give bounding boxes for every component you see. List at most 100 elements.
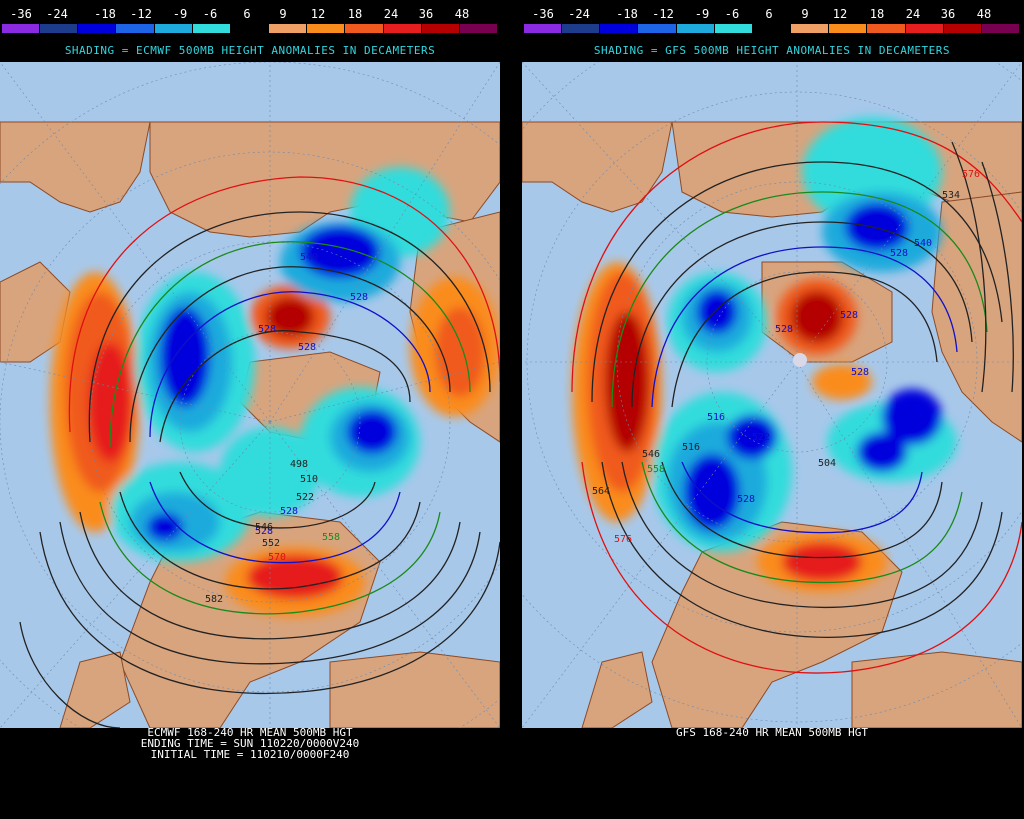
legend-label: 48 — [976, 7, 992, 21]
shading-title: SHADING = ECMWF 500MB HEIGHT ANOMALIES I… — [64, 44, 436, 57]
legend-swatch — [943, 24, 982, 33]
legend-label: 6 — [765, 7, 773, 21]
footer-line: ENDING TIME = SUN 110220/0000V240 — [140, 737, 360, 750]
legend-label: 9 — [801, 7, 809, 21]
legend-swatch — [791, 24, 830, 33]
contour-label: 546 — [642, 449, 660, 460]
contour-label: 504 — [818, 458, 836, 469]
contour-label: 516 — [682, 442, 700, 453]
legend-swatch — [981, 24, 1021, 33]
legend-label: -6 — [202, 7, 218, 21]
contour-labels: 540 528 528 528 528 510 498 522 528 546 … — [205, 252, 368, 605]
legend-label: 36 — [940, 7, 956, 21]
legend-label: 24 — [905, 7, 921, 21]
legend-swatch — [40, 24, 79, 33]
legend-swatch — [867, 24, 906, 33]
legend-swatch — [905, 24, 944, 33]
legend-label: 18 — [347, 7, 363, 21]
shading-title: SHADING = GFS 500MB HEIGHT ANOMALIES IN … — [593, 44, 951, 57]
legend-label: 6 — [243, 7, 251, 21]
legend-swatch — [78, 24, 117, 33]
north-pole-marker — [793, 353, 807, 367]
map-footer: ECMWF 168-240 HR MEAN 500MB HGT ENDING T… — [0, 727, 500, 760]
contour-label: 528 — [280, 506, 298, 517]
contour-label: 522 — [752, 432, 770, 443]
contour-labels: 576 534 540 528 528 528 528 516 522 516 … — [592, 169, 980, 545]
legend-labels: -36 -24 -18 -12 -9 -6 6 9 12 18 24 36 48 — [0, 6, 500, 22]
footer-line: ECMWF 168-240 HR MEAN 500MB HGT — [147, 726, 353, 739]
contour-label: 558 — [322, 532, 340, 543]
color-legend-bar — [524, 24, 1021, 33]
contour-label: 546 — [255, 522, 273, 533]
map-footer: GFS 168-240 HR MEAN 500MB HGT — [522, 727, 1022, 738]
contour-label: 582 — [205, 594, 223, 605]
contour-label: 528 — [258, 324, 276, 335]
ecmwf-anomaly-map: 540 528 528 528 528 510 498 522 528 546 … — [0, 62, 500, 728]
contour-label: 516 — [707, 412, 725, 423]
legend-swatch — [562, 24, 601, 33]
contour-label: 528 — [255, 526, 273, 537]
contour-label: 576 — [614, 534, 632, 545]
legend-label: 12 — [310, 7, 326, 21]
height-contours — [19, 176, 500, 728]
legend-label: -18 — [94, 7, 116, 21]
gfs-anomaly-map: 576 534 540 528 528 528 528 516 522 516 … — [522, 62, 1022, 728]
lat-lon-grid — [522, 62, 1022, 728]
legend-swatch — [154, 24, 193, 33]
legend-label: -24 — [46, 7, 68, 21]
anomaly-shading — [572, 117, 957, 592]
legend-label: -18 — [616, 7, 638, 21]
legend-swatch — [269, 24, 308, 33]
contour-label: 540 — [914, 238, 932, 249]
legend-label: -9 — [172, 7, 188, 21]
contour-label: 528 — [840, 310, 858, 321]
legend-labels: -36 -24 -18 -12 -9 -6 6 9 12 18 24 36 48 — [522, 6, 1022, 22]
contour-label: 528 — [851, 367, 869, 378]
height-contours — [571, 121, 1022, 674]
contour-label: 528 — [298, 342, 316, 353]
contour-label: 534 — [942, 190, 960, 201]
legend-swatch — [752, 24, 792, 33]
legend-label: 12 — [832, 7, 848, 21]
gfs-panel: -36 -24 -18 -12 -9 -6 6 9 12 18 24 36 48… — [522, 0, 1022, 819]
legend-label: -12 — [130, 7, 152, 21]
footer-line: GFS 168-240 HR MEAN 500MB HGT — [675, 726, 869, 739]
legend-label: -6 — [724, 7, 740, 21]
legend-swatch — [638, 24, 677, 33]
legend-swatch — [600, 24, 639, 33]
legend-swatch — [829, 24, 868, 33]
contour-label: 528 — [775, 324, 793, 335]
legend-swatch — [345, 24, 384, 33]
lat-lon-grid — [0, 62, 500, 728]
ecmwf-panel: -36 -24 -18 -12 -9 -6 6 9 12 18 24 36 48… — [0, 0, 500, 819]
legend-swatch — [421, 24, 460, 33]
contour-label: 558 — [647, 464, 665, 475]
legend-swatch — [383, 24, 422, 33]
legend-swatch — [524, 24, 563, 33]
legend-label: 24 — [383, 7, 399, 21]
contour-label: 510 — [300, 474, 318, 485]
contour-label: 564 — [592, 486, 610, 497]
contour-label: 540 — [300, 252, 318, 263]
legend-swatch — [676, 24, 715, 33]
legend-swatch — [307, 24, 346, 33]
contour-label: 522 — [296, 492, 314, 503]
legend-swatch — [230, 24, 270, 33]
legend-label: -36 — [532, 7, 554, 21]
legend-label: 36 — [418, 7, 434, 21]
legend-label: -12 — [652, 7, 674, 21]
legend-swatch — [116, 24, 155, 33]
contour-label: 552 — [262, 538, 280, 549]
legend-label: -24 — [568, 7, 590, 21]
contour-label: 528 — [350, 292, 368, 303]
contour-label: 528 — [890, 248, 908, 259]
legend-swatch — [714, 24, 753, 33]
contour-label: 498 — [290, 459, 308, 470]
legend-label: 48 — [454, 7, 470, 21]
contour-label: 528 — [737, 494, 755, 505]
footer-line: INITIAL TIME = 110210/0000F240 — [150, 748, 350, 761]
legend-label: 9 — [279, 7, 287, 21]
legend-swatch — [459, 24, 499, 33]
legend-label: -9 — [694, 7, 710, 21]
legend-label: 18 — [869, 7, 885, 21]
